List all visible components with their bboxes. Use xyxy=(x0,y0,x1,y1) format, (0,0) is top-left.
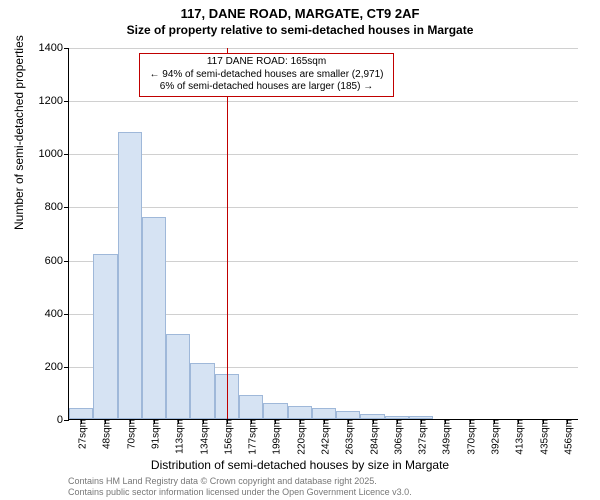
ytick-label: 400 xyxy=(45,308,69,320)
chart-plot-area: 020040060080010001200140027sqm48sqm70sqm… xyxy=(68,48,578,420)
xtick-label: 177sqm xyxy=(244,419,259,455)
ytick-label: 1400 xyxy=(39,42,69,54)
gridline-h xyxy=(69,207,578,208)
histogram-bar xyxy=(69,408,93,419)
histogram-bar xyxy=(118,132,142,419)
x-axis-label: Distribution of semi-detached houses by … xyxy=(0,458,600,472)
xtick-label: 327sqm xyxy=(414,419,429,455)
xtick-label: 392sqm xyxy=(487,419,502,455)
gridline-h xyxy=(69,154,578,155)
xtick-label: 199sqm xyxy=(268,419,283,455)
xtick-label: 220sqm xyxy=(292,419,307,455)
xtick-label: 370sqm xyxy=(462,419,477,455)
reference-line xyxy=(227,48,228,419)
annotation-line: ← 94% of semi-detached houses are smalle… xyxy=(144,69,389,82)
xtick-label: 27sqm xyxy=(74,419,89,449)
xtick-label: 156sqm xyxy=(219,419,234,455)
xtick-label: 306sqm xyxy=(389,419,404,455)
histogram-bar xyxy=(190,363,214,419)
y-axis-label: Number of semi-detached properties xyxy=(12,35,26,230)
footer-credits: Contains HM Land Registry data © Crown c… xyxy=(68,476,412,498)
histogram-bar xyxy=(239,395,263,419)
histogram-bar xyxy=(142,217,166,419)
xtick-label: 284sqm xyxy=(365,419,380,455)
ytick-label: 1200 xyxy=(39,95,69,107)
annotation-line: 117 DANE ROAD: 165sqm xyxy=(144,56,389,69)
xtick-label: 91sqm xyxy=(147,419,162,449)
xtick-label: 349sqm xyxy=(438,419,453,455)
chart-title-main: 117, DANE ROAD, MARGATE, CT9 2AF xyxy=(0,6,600,21)
chart-title-sub: Size of property relative to semi-detach… xyxy=(0,23,600,37)
histogram-bar xyxy=(288,406,312,419)
gridline-h xyxy=(69,48,578,49)
xtick-label: 263sqm xyxy=(341,419,356,455)
xtick-label: 435sqm xyxy=(535,419,550,455)
xtick-label: 134sqm xyxy=(195,419,210,455)
ytick-label: 1000 xyxy=(39,148,69,160)
xtick-label: 242sqm xyxy=(317,419,332,455)
xtick-label: 113sqm xyxy=(171,419,186,454)
annotation-line: 6% of semi-detached houses are larger (1… xyxy=(144,81,389,94)
xtick-label: 70sqm xyxy=(122,419,137,449)
xtick-label: 456sqm xyxy=(559,419,574,455)
ytick-label: 0 xyxy=(57,414,69,426)
gridline-h xyxy=(69,101,578,102)
xtick-label: 413sqm xyxy=(511,419,526,455)
ytick-label: 600 xyxy=(45,255,69,267)
histogram-bar xyxy=(312,408,336,419)
footer-line-2: Contains public sector information licen… xyxy=(68,487,412,498)
histogram-bar xyxy=(336,411,360,419)
xtick-label: 48sqm xyxy=(98,419,113,449)
ytick-label: 800 xyxy=(45,201,69,213)
footer-line-1: Contains HM Land Registry data © Crown c… xyxy=(68,476,412,487)
ytick-label: 200 xyxy=(45,361,69,373)
histogram-bar xyxy=(93,254,117,419)
chart-title-block: 117, DANE ROAD, MARGATE, CT9 2AF Size of… xyxy=(0,0,600,37)
histogram-bar xyxy=(166,334,190,419)
annotation-box: 117 DANE ROAD: 165sqm← 94% of semi-detac… xyxy=(139,53,394,97)
histogram-bar xyxy=(263,403,287,419)
